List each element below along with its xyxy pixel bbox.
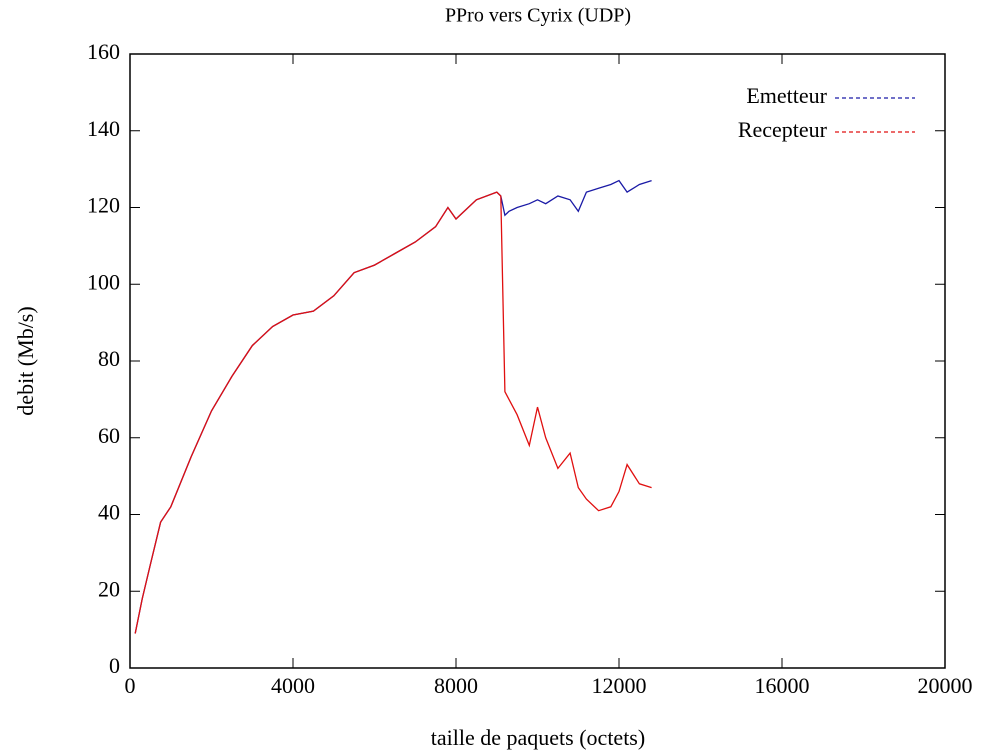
- y-tick-label: 100: [87, 269, 120, 294]
- data-line: [134, 179, 652, 634]
- x-tick-label: 4000: [271, 673, 315, 698]
- x-tick-label: 0: [125, 673, 136, 698]
- x-tick-label: 16000: [755, 673, 810, 698]
- y-tick-label: 80: [98, 346, 120, 371]
- y-tick-label: 20: [98, 576, 120, 601]
- y-tick-label: 60: [98, 423, 120, 448]
- y-tick-label: 0: [109, 653, 120, 678]
- data-line: [134, 191, 652, 634]
- legend-label: Emetteur: [746, 83, 827, 108]
- y-tick-label: 140: [87, 116, 120, 141]
- x-axis-label: taille de paquets (octets): [431, 725, 645, 750]
- y-tick-label: 120: [87, 193, 120, 218]
- y-tick-label: 40: [98, 500, 120, 525]
- plot-frame: [129, 53, 946, 669]
- x-tick-label: 12000: [592, 673, 647, 698]
- chart-title: PPro vers Cyrix (UDP): [445, 5, 631, 27]
- legend-label: Recepteur: [738, 117, 828, 142]
- y-axis-label: debit (Mb/s): [13, 306, 38, 415]
- y-tick-label: 160: [87, 39, 120, 64]
- x-tick-label: 20000: [918, 673, 973, 698]
- x-tick-label: 8000: [434, 673, 478, 698]
